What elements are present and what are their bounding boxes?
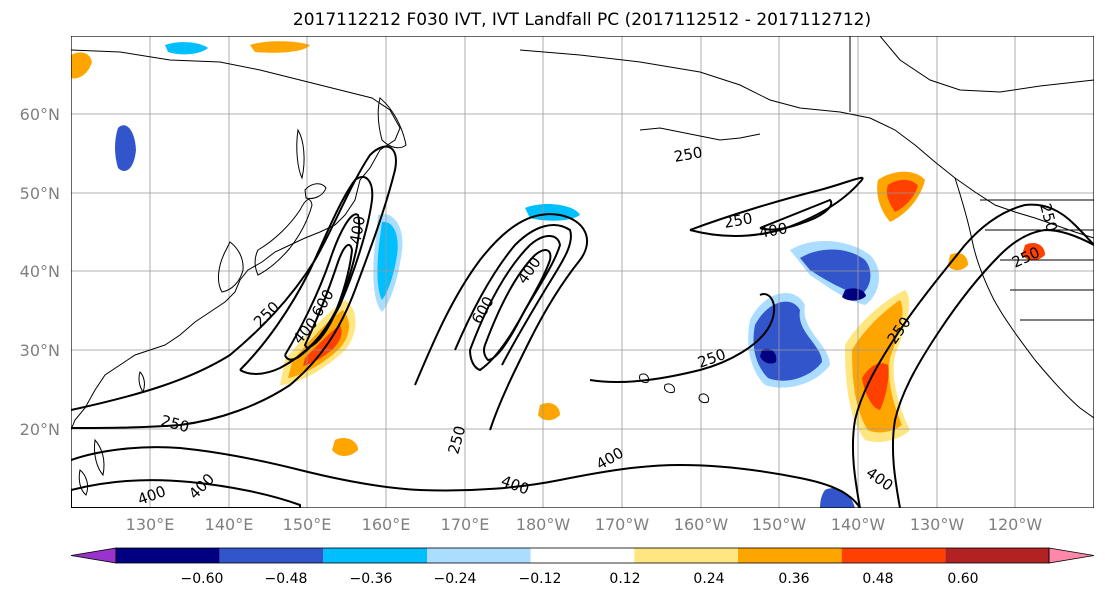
colorbar-segment bbox=[219, 548, 324, 563]
colorbar-segment bbox=[841, 548, 946, 563]
coastlines bbox=[71, 36, 1094, 496]
ivt-contour-250-south bbox=[71, 446, 861, 508]
colorbar-segment bbox=[738, 548, 842, 563]
lon-label: 180°W bbox=[516, 515, 571, 534]
ivt-contours bbox=[71, 145, 1094, 508]
lon-label: 150°W bbox=[752, 515, 807, 534]
lon-label: 140°W bbox=[831, 515, 886, 534]
lon-label: 120°W bbox=[988, 515, 1043, 534]
colorbar-segment bbox=[530, 548, 635, 563]
colorbar-tick-label: 0.60 bbox=[947, 571, 978, 587]
contour-label: 250 bbox=[673, 143, 704, 166]
colorbar-frame bbox=[115, 547, 1050, 564]
positive-anomaly-subtropics bbox=[538, 403, 560, 421]
ivt-contour-250-central bbox=[414, 213, 589, 431]
colorbar-tick-label: −0.48 bbox=[265, 571, 308, 587]
colorbar-tick-label: 0.12 bbox=[609, 571, 640, 587]
ivt-contour-800-central bbox=[483, 249, 552, 362]
ivt-contour-400-south bbox=[71, 479, 301, 508]
contour-label: 400 bbox=[758, 219, 789, 242]
hawaii-islands bbox=[639, 373, 709, 403]
colorbar-tick-label: −0.24 bbox=[434, 571, 477, 587]
colorbar-segment bbox=[427, 548, 531, 563]
aleutian-islands bbox=[639, 127, 761, 141]
lon-label: 160°E bbox=[362, 515, 411, 534]
ivt-contour-250-east bbox=[689, 176, 864, 237]
colorbar-tick-label: 0.24 bbox=[693, 571, 724, 587]
kamchatka-coast bbox=[377, 97, 407, 149]
colorbar-extend-min bbox=[70, 547, 117, 564]
ivt-contour-400-central bbox=[454, 224, 572, 366]
negative-anomaly-pacific-ne-core bbox=[800, 249, 871, 295]
colorbar-tick-label: 0.36 bbox=[778, 571, 809, 587]
colorbar-tick-label: −0.12 bbox=[519, 571, 562, 587]
colorbar-tick-label: −0.36 bbox=[350, 571, 393, 587]
asia-coast bbox=[71, 49, 401, 431]
korea-coast bbox=[217, 241, 244, 293]
negative-anomaly-pacific-central-max bbox=[760, 348, 777, 364]
positive-anomaly-subtropics-2 bbox=[332, 438, 358, 456]
latitude-axis: 60°N 50°N 40°N 30°N 20°N bbox=[20, 105, 60, 439]
contour-label: 400 bbox=[346, 214, 369, 245]
lat-label: 40°N bbox=[20, 262, 60, 281]
lon-label: 170°W bbox=[595, 515, 650, 534]
colorbar-segment bbox=[945, 548, 1049, 563]
alaska-coast bbox=[519, 49, 1094, 239]
negative-anomaly-pacific-ne-max bbox=[842, 288, 866, 301]
lat-label: 50°N bbox=[20, 184, 60, 203]
ocean-background bbox=[71, 36, 1094, 508]
ivt-contour-600-central bbox=[469, 235, 562, 372]
colorbar-segment bbox=[634, 548, 738, 563]
map-panel: 250 400 600 400 250 250 600 400 250 250 … bbox=[71, 36, 1094, 508]
negative-anomaly-south-east bbox=[820, 488, 855, 508]
colorbar: −0.60 −0.48 −0.36 −0.24 −0.12 0.12 0.24 … bbox=[70, 547, 1095, 587]
negative-anomaly-kamchatka bbox=[115, 125, 136, 171]
positive-anomaly-north-america-core bbox=[886, 179, 918, 212]
positive-anomaly-west-coast bbox=[948, 253, 968, 271]
japan-coast bbox=[254, 199, 313, 276]
lon-label: 150°E bbox=[283, 515, 332, 534]
ivt-contour-600-japan bbox=[284, 213, 361, 361]
colorbar-tick-label: 0.48 bbox=[862, 571, 893, 587]
lon-label: 140°E bbox=[205, 515, 254, 534]
ivt-contour-600-japan-inner bbox=[303, 243, 354, 350]
colorbar-extend-max bbox=[1048, 547, 1095, 564]
lon-label: 130°W bbox=[910, 515, 965, 534]
lat-label: 30°N bbox=[20, 341, 60, 360]
lon-label: 160°W bbox=[674, 515, 729, 534]
positive-anomaly-west-coast-east bbox=[1022, 243, 1045, 261]
ivt-contour-400-japan bbox=[239, 175, 374, 375]
colorbar-tick-label: −0.60 bbox=[181, 571, 224, 587]
sakhalin-coast bbox=[296, 128, 305, 180]
hokkaido-coast bbox=[304, 183, 327, 199]
ivt-contour-250-japan bbox=[71, 145, 397, 429]
ivt-contour-400-west-coast bbox=[891, 228, 1094, 508]
lat-lon-grid bbox=[71, 36, 1094, 508]
north-america-west-coast bbox=[954, 177, 1094, 419]
lon-label: 130°E bbox=[126, 515, 175, 534]
colorbar-segments bbox=[70, 547, 1095, 564]
lat-label: 20°N bbox=[20, 420, 60, 439]
ivt-contour-250-west-coast bbox=[851, 203, 1094, 508]
contour-label: 250 bbox=[723, 209, 754, 232]
longitude-axis: 130°E 140°E 150°E 160°E 170°E 180°W 170°… bbox=[126, 515, 1043, 534]
colorbar-segment bbox=[323, 548, 427, 563]
positive-anomaly-east-pacific-max bbox=[862, 363, 889, 410]
positive-anomaly-arctic-west bbox=[71, 52, 92, 79]
colorbar-ticks: −0.60 −0.48 −0.36 −0.24 −0.12 0.12 0.24 … bbox=[181, 571, 979, 587]
greenland-edge bbox=[879, 36, 1094, 93]
ivt-contour-250-pacific bbox=[589, 293, 776, 383]
negative-anomaly-kuril-core bbox=[377, 221, 398, 300]
colorbar-segment bbox=[116, 548, 220, 563]
negative-anomaly-arctic-north bbox=[165, 42, 208, 55]
canada-border bbox=[849, 36, 1094, 201]
lon-label: 170°E bbox=[441, 515, 490, 534]
lat-label: 60°N bbox=[20, 105, 60, 124]
positive-anomaly-arctic-north bbox=[250, 41, 310, 53]
positive-anomaly-japan-core bbox=[288, 310, 350, 378]
ivt-contour-400-east bbox=[759, 198, 833, 231]
figure-title: 2017112212 F030 IVT, IVT Landfall PC (20… bbox=[293, 10, 871, 30]
